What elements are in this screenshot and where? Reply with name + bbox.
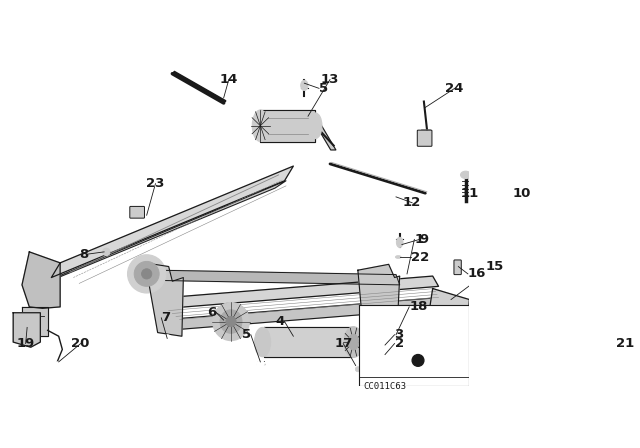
- Text: 13: 13: [321, 73, 339, 86]
- Polygon shape: [44, 181, 286, 284]
- Ellipse shape: [355, 366, 360, 372]
- Text: 5: 5: [319, 82, 328, 95]
- Polygon shape: [264, 327, 352, 357]
- Text: 21: 21: [616, 337, 634, 350]
- Ellipse shape: [220, 310, 242, 333]
- Ellipse shape: [54, 362, 61, 369]
- Ellipse shape: [252, 110, 268, 142]
- Text: 19: 19: [17, 337, 35, 350]
- FancyBboxPatch shape: [511, 195, 546, 239]
- Polygon shape: [51, 166, 293, 278]
- Polygon shape: [145, 263, 183, 336]
- Ellipse shape: [394, 336, 437, 360]
- Text: CC011C63: CC011C63: [363, 382, 406, 391]
- Polygon shape: [22, 307, 47, 336]
- Ellipse shape: [387, 352, 402, 361]
- Ellipse shape: [461, 171, 471, 179]
- Text: 5: 5: [242, 328, 251, 341]
- Polygon shape: [358, 264, 400, 327]
- Ellipse shape: [390, 343, 399, 348]
- Ellipse shape: [308, 113, 322, 138]
- Ellipse shape: [141, 269, 152, 279]
- Text: 2: 2: [394, 337, 404, 350]
- Ellipse shape: [353, 365, 363, 374]
- Ellipse shape: [396, 237, 403, 247]
- Text: 24: 24: [445, 82, 464, 95]
- Ellipse shape: [348, 334, 358, 350]
- Polygon shape: [260, 110, 316, 142]
- Polygon shape: [160, 298, 440, 330]
- Text: 17: 17: [334, 337, 353, 350]
- Ellipse shape: [301, 80, 308, 90]
- Polygon shape: [157, 270, 400, 285]
- Text: 16: 16: [468, 267, 486, 280]
- Ellipse shape: [255, 327, 271, 357]
- Text: 12: 12: [403, 196, 421, 209]
- Text: 8: 8: [79, 248, 88, 261]
- Circle shape: [412, 354, 424, 366]
- Text: 11: 11: [460, 187, 479, 200]
- Text: 14: 14: [220, 73, 238, 86]
- Bar: [359, 306, 469, 386]
- Ellipse shape: [102, 248, 110, 255]
- Text: 20: 20: [72, 337, 90, 350]
- Ellipse shape: [387, 332, 402, 340]
- Ellipse shape: [163, 335, 172, 345]
- Ellipse shape: [396, 255, 401, 258]
- Polygon shape: [22, 252, 60, 308]
- FancyBboxPatch shape: [130, 207, 145, 218]
- FancyBboxPatch shape: [417, 130, 432, 146]
- Text: 3: 3: [394, 328, 404, 341]
- Text: 9: 9: [419, 233, 429, 246]
- Polygon shape: [620, 348, 638, 358]
- Text: 1: 1: [414, 233, 424, 246]
- FancyBboxPatch shape: [454, 260, 461, 275]
- Text: 10: 10: [513, 187, 531, 200]
- Ellipse shape: [344, 327, 363, 358]
- Ellipse shape: [392, 254, 405, 260]
- Ellipse shape: [522, 211, 534, 223]
- Text: 23: 23: [147, 177, 164, 190]
- Polygon shape: [314, 121, 336, 150]
- Ellipse shape: [518, 207, 538, 227]
- Ellipse shape: [374, 335, 454, 379]
- Polygon shape: [161, 276, 438, 308]
- Polygon shape: [426, 289, 469, 358]
- Text: 22: 22: [411, 250, 429, 263]
- Ellipse shape: [226, 316, 236, 327]
- Ellipse shape: [390, 334, 399, 339]
- Ellipse shape: [212, 302, 250, 340]
- Text: 7: 7: [161, 311, 170, 324]
- Ellipse shape: [390, 354, 399, 359]
- Ellipse shape: [127, 255, 166, 293]
- Text: 6: 6: [207, 306, 216, 319]
- Ellipse shape: [518, 235, 534, 251]
- Text: 15: 15: [486, 260, 504, 273]
- Text: 4: 4: [275, 315, 285, 328]
- Polygon shape: [172, 72, 226, 103]
- Ellipse shape: [134, 262, 159, 286]
- Polygon shape: [13, 313, 40, 347]
- Ellipse shape: [256, 360, 264, 368]
- Ellipse shape: [387, 341, 402, 350]
- Text: 18: 18: [409, 300, 428, 314]
